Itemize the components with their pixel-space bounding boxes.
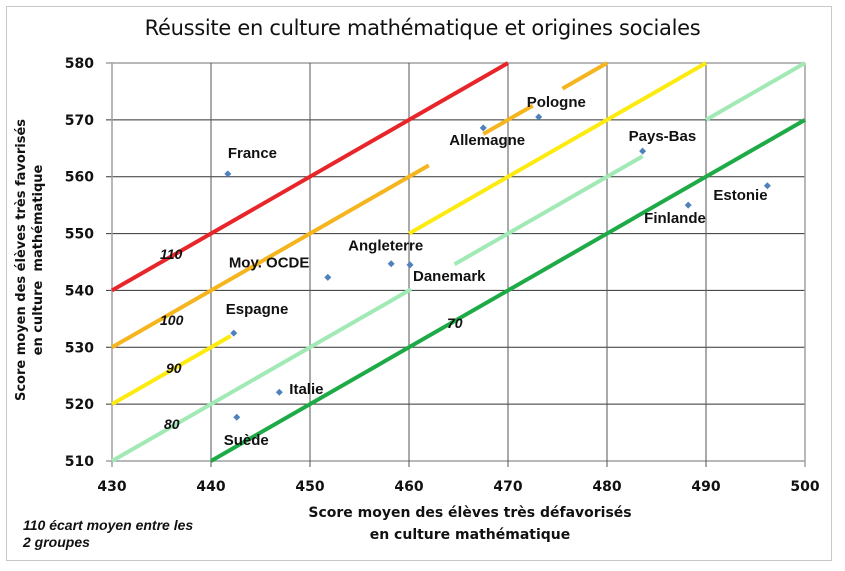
point-label: Pays-Bas [629,128,697,145]
data-point-marker [763,182,771,190]
data-point-marker [639,147,647,155]
gap-annotation-line-1: 110 écart moyen entre les [23,517,194,533]
y-tick-label: 570 [65,113,94,129]
point-label: Moy. OCDE [229,254,310,271]
data-point-marker [406,261,414,269]
point-label: Espagne [226,301,289,318]
reference-line-90 [408,61,707,236]
gap-annotation: 110 écart moyen entre les 2 groupes [23,517,243,551]
reference-line-110 [111,61,509,293]
reference-line-80 [111,287,412,463]
x-tick-label: 450 [295,479,324,495]
gap-label-70: 70 [447,315,463,331]
point-label: Pologne [527,94,586,111]
x-tick-label: 480 [592,479,621,495]
point-label: Estonie [713,187,767,204]
data-point-marker [387,260,395,268]
chart-frame [6,6,832,561]
data-point-marker [479,124,487,132]
data-point-marker [684,201,692,209]
reference-line-80 [705,61,806,122]
reference-line-100 [561,61,608,91]
x-tick-label: 470 [493,479,522,495]
gap-labels: 110 100 90 80 70 [160,246,463,432]
point-label: Italie [289,381,323,398]
gap-label-80: 80 [164,416,180,432]
chart-title: Réussite en culture mathématique et orig… [144,16,701,40]
reference-line-100 [482,103,534,136]
x-tick-label: 430 [97,479,126,495]
y-tick-label: 520 [65,397,94,413]
point-label: Finlande [644,210,706,227]
y-tick-label: 550 [65,227,94,243]
data-point-marker [275,388,283,396]
gap-label-100: 100 [160,312,184,328]
x-tick-label: 460 [394,479,423,495]
y-tick-label: 540 [65,283,94,299]
x-axis-label: Score moyen des élèves très défavorisés … [240,502,700,546]
point-label: Suède [224,432,269,449]
data-point-marker [230,329,238,337]
data-point-marker [224,170,232,178]
reference-line-100 [111,163,430,350]
x-tick-label: 500 [790,479,819,495]
point-label: France [228,145,277,162]
y-tick-label: 580 [65,56,94,72]
gap-annotation-line-2: 2 groupes [23,534,90,550]
data-point-marker [535,113,543,121]
y-tick-label: 530 [65,340,94,356]
point-label: Angleterre [348,238,423,255]
x-tick-label: 490 [691,479,720,495]
y-tick-label: 510 [65,454,94,470]
axis-ticks: 510 520 530 540 550 560 570 580 430 440 450 460 470 4… [65,56,820,495]
data-point-marker [324,273,332,281]
data-points [224,113,771,421]
grid-lines [106,62,806,467]
reference-line-90 [111,334,232,406]
point-label: Danemark [413,268,486,285]
x-axis-label-line-1: Score moyen des élèves très défavorisés [308,505,632,521]
point-label: Allemagne [449,132,525,149]
x-axis-label-line-2: en culture mathématique [369,527,571,543]
reference-line-70 [210,118,806,463]
point-labels: France Allemagne Pologne Pays-Bas Finlande Es… [224,94,768,449]
y-tick-label: 560 [65,170,94,186]
x-tick-label: 440 [196,479,225,495]
data-point-marker [233,413,241,421]
reference-line-80 [453,154,644,267]
gap-label-90: 90 [166,360,182,376]
gap-label-110: 110 [160,246,183,262]
reference-lines [111,61,806,463]
